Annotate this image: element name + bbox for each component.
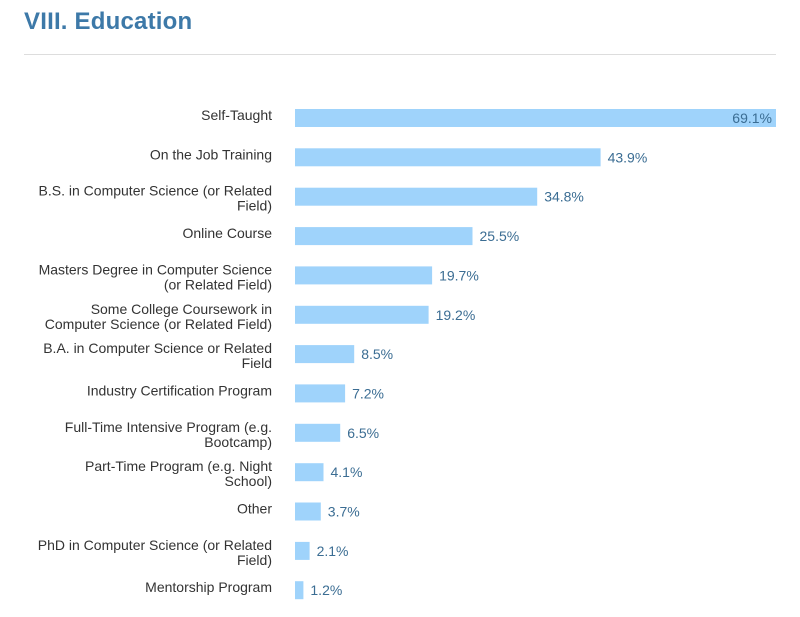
category-label-5: Some College Coursework in Computer Scien… [45,301,272,332]
bar-value-label-2: 34.8% [544,189,584,205]
bar-value-label-1: 43.9% [608,149,648,165]
bar-value-label-9: 4.1% [331,464,363,480]
bar-value-label-8: 6.5% [347,425,379,441]
bar-12 [295,581,304,600]
title-divider [24,54,776,55]
category-label-12: Mentorship Program [145,579,272,595]
bar-value-label-0: 69.1% [732,110,772,126]
category-label-7: Industry Certification Program [87,382,272,398]
category-label-3: Online Course [183,225,273,241]
category-label-2: B.S. in Computer Science (or Related Fiel… [39,183,272,214]
bar-8 [295,423,341,442]
bar-4 [295,266,433,285]
category-label-1: On the Job Training [150,146,272,162]
category-label-10: Other [237,501,272,517]
bar-value-label-4: 19.7% [439,267,479,283]
bar-value-label-7: 7.2% [352,385,384,401]
category-label-0: Self-Taught [201,107,272,123]
bar-value-label-6: 8.5% [361,346,393,362]
bar-value-label-10: 3.7% [328,504,360,520]
bar-9 [295,463,324,482]
bar-0 [295,109,776,127]
bar-value-label-12: 1.2% [310,582,342,598]
bar-7 [295,384,346,403]
bar-6 [295,345,355,364]
bar-10 [295,502,321,521]
category-label-6: B.A. in Computer Science or Related Field [43,340,272,371]
category-label-9: Part-Time Program (e.g. Night School) [85,458,272,489]
category-label-11: PhD in Computer Science (or Related Field… [38,537,272,568]
bar-1 [295,148,601,167]
category-label-8: Full-Time Intensive Program (e.g. Bootcam… [65,419,272,450]
bar-2 [295,187,538,206]
bar-value-label-3: 25.5% [480,228,520,244]
bar-value-label-5: 19.2% [436,307,476,323]
bar-5 [295,305,429,324]
page-title: VIII. Education [24,8,193,35]
bar-11 [295,541,310,560]
bar-value-label-11: 2.1% [317,543,349,559]
bar-3 [295,227,473,246]
category-label-4: Masters Degree in Computer Science (or Re… [39,261,273,292]
